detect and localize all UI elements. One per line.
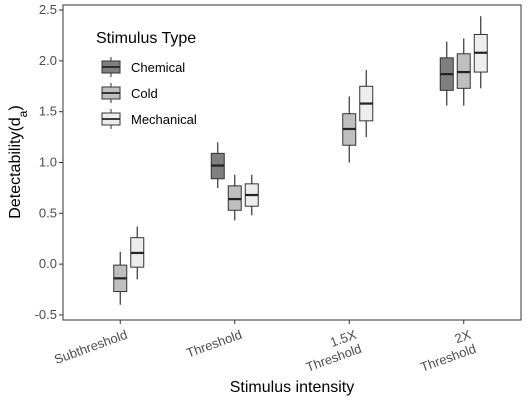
x-tick-label: Subthreshold (52, 327, 129, 367)
legend-label: Cold (131, 86, 158, 101)
box-plot-cold (456, 38, 471, 106)
x-tick-label: Threshold (184, 327, 243, 361)
legend-item-mechanical: Mechanical (101, 109, 197, 129)
x-tick-label-line: Threshold (184, 327, 243, 361)
y-axis: -0.5 0.0 0.5 1.0 1.5 2.0 2.5 (35, 2, 63, 322)
box-plot-cold (113, 251, 128, 305)
legend-items: Chemical Cold Mechanical (101, 57, 197, 129)
plot-panel (62, 4, 522, 321)
legend-title: Stimulus Type (96, 30, 196, 47)
box-plot-mechanical (130, 226, 145, 280)
legend-label: Chemical (131, 60, 185, 75)
y-tick-label: 1.5 (39, 104, 57, 119)
y-tick-label: 1.0 (39, 155, 57, 170)
x-tick-label: 1.5XThreshold (299, 327, 364, 375)
box-plot-chemical (439, 41, 454, 106)
y-axis-title: Detectability(da) (7, 105, 30, 218)
legend-label: Mechanical (131, 112, 197, 127)
legend-item-chemical: Chemical (101, 57, 185, 77)
y-axis-title-main: Detectability(d (7, 117, 24, 218)
box-series-group (113, 16, 488, 305)
x-tick-label-line: Subthreshold (52, 327, 129, 367)
y-tick-label: -0.5 (35, 307, 57, 322)
legend: Stimulus Type Chemical Cold Mechanical (96, 30, 197, 129)
y-tick-label: 0.0 (39, 256, 57, 271)
x-tick-label-line: 2X (453, 327, 473, 347)
y-tick-label: 0.5 (39, 205, 57, 220)
box-plot-mechanical (473, 16, 488, 89)
box-plot-cold (227, 174, 242, 221)
box-plot-cold (342, 96, 357, 163)
y-tick-label: 2.0 (39, 53, 57, 68)
x-tick-label: 2XThreshold (413, 327, 478, 375)
y-tick-label: 2.5 (39, 2, 57, 17)
box-plot-mechanical (244, 174, 259, 216)
y-axis-title-subscript: a (16, 110, 30, 117)
y-axis-title-close: ) (7, 105, 24, 110)
x-axis-title: Stimulus intensity (230, 379, 355, 396)
box-plot-mechanical (359, 70, 374, 138)
legend-item-cold: Cold (101, 83, 158, 103)
box-plot-chemical (210, 142, 225, 188)
x-axis: Subthreshold Threshold 1.5XThreshold2XThre… (52, 320, 478, 375)
x-tick-label-line: Threshold (418, 341, 477, 375)
